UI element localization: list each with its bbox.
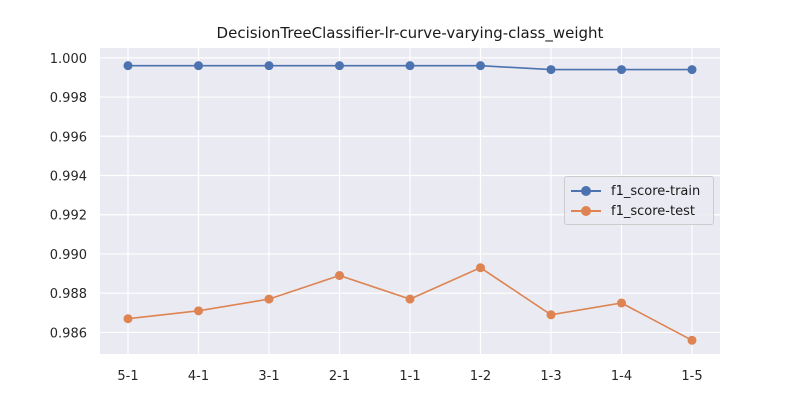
data-point-test [687, 335, 697, 345]
data-point-test [476, 263, 485, 273]
x-tick-labels: 5-1 4-1 3-1 2-1 1-1 1-2 1-3 1-4 1-5 [117, 369, 702, 384]
x-tick-label: 1-1 [399, 369, 420, 384]
data-point-test [335, 271, 344, 281]
data-point-train [476, 61, 485, 71]
data-point-train [687, 65, 697, 75]
legend-entry-test: f1_score-test [571, 201, 707, 221]
x-tick-label: 3-1 [258, 369, 279, 384]
y-tick-label: 0.992 [50, 209, 87, 224]
legend-label-train: f1_score-train [611, 183, 701, 199]
data-point-test [123, 314, 133, 324]
x-tick-label: 2-1 [329, 369, 350, 384]
data-point-test [194, 306, 203, 316]
y-tick-label: 0.990 [50, 248, 87, 263]
legend-label-test: f1_score-test [611, 203, 695, 219]
data-point-train [546, 65, 556, 75]
data-point-train [405, 61, 415, 71]
data-point-test [617, 298, 626, 308]
x-tick-label: 1-2 [470, 369, 491, 384]
legend-swatch-train [571, 185, 601, 197]
data-point-train [617, 65, 626, 75]
y-tick-label: 0.986 [50, 326, 87, 341]
x-tick-label: 1-5 [681, 369, 702, 384]
y-tick-label: 0.988 [50, 287, 87, 302]
data-point-test [405, 294, 415, 304]
y-tick-label: 1.000 [50, 52, 87, 67]
legend-swatch-test [571, 205, 601, 217]
data-point-train [123, 61, 133, 71]
legend: f1_score-train f1_score-test [564, 176, 714, 225]
legend-marker-test [581, 206, 591, 216]
data-point-train [335, 61, 344, 71]
data-point-test [264, 294, 274, 304]
data-point-train [194, 61, 203, 71]
data-point-test [546, 310, 556, 320]
chart-title: DecisionTreeClassifier-lr-curve-varying-… [216, 24, 604, 42]
series-group [123, 61, 697, 345]
x-tick-label: 1-4 [611, 369, 632, 384]
x-tick-label: 4-1 [188, 369, 209, 384]
y-tick-label: 0.994 [50, 170, 87, 185]
legend-marker-train [581, 186, 591, 196]
data-point-train [264, 61, 274, 71]
y-tick-labels: 0.986 0.988 0.990 0.992 0.994 0.996 0.998 1.000 [50, 52, 87, 342]
legend-entry-train: f1_score-train [571, 181, 707, 201]
y-tick-label: 0.998 [50, 91, 87, 106]
x-tick-label: 1-3 [540, 369, 561, 384]
x-tick-label: 5-1 [117, 369, 138, 384]
y-tick-label: 0.996 [50, 130, 87, 145]
